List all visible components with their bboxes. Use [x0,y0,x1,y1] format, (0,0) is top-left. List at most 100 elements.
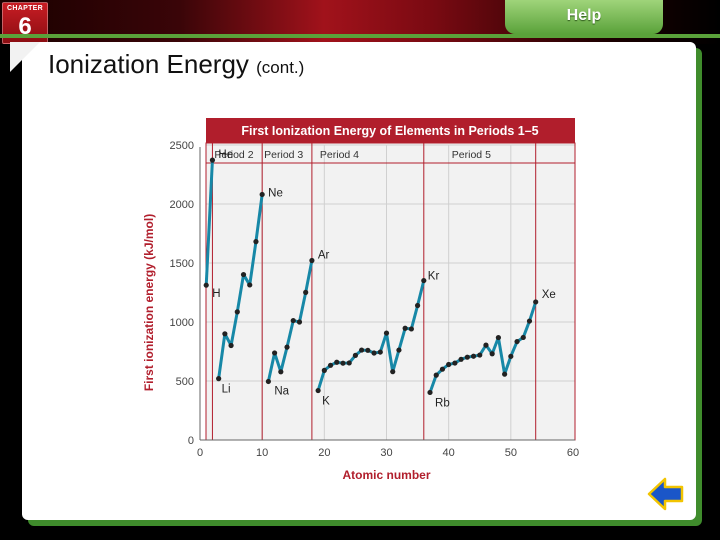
data-point [402,325,408,331]
x-tick-label: 10 [256,447,268,459]
data-point [315,387,321,394]
period-label: Period 3 [264,149,303,161]
axes: 0 500 1000 1500 2000 2500 0 10 20 30 40 50 60 [170,140,580,459]
slide-title: Ionization Energy (cont.) [48,49,304,80]
ionization-energy-chart: First Ionization Energy of Elements in P… [142,118,580,482]
y-tick-label: 2000 [170,199,194,211]
data-point [414,302,421,309]
help-label: Help [566,7,602,24]
y-tick-label: 500 [176,376,194,388]
back-arrow-icon [647,477,684,511]
data-point [303,289,309,295]
data-point [272,350,278,356]
element-label: Xe [542,289,556,301]
x-tick-label: 50 [505,447,517,459]
x-tick-label: 30 [380,447,392,459]
header-divider [0,34,720,38]
series-line [204,160,214,286]
plot-area [206,143,575,440]
x-tick-label: 40 [443,447,455,459]
page-corner [10,42,40,72]
data-point [340,360,346,366]
data-point [253,239,259,245]
data-point [483,342,489,348]
data-point [452,360,458,366]
element-label: Rb [435,397,450,409]
element-label: Ar [318,250,330,262]
data-point [359,347,365,353]
data-point [470,353,477,359]
data-point [365,347,371,353]
chapter-number: 6 [18,13,32,40]
back-button[interactable] [646,474,686,514]
data-point [209,157,216,163]
data-point [321,367,327,373]
data-point [446,361,452,368]
x-axis-label: Atomic number [342,468,430,482]
slide-title-text: Ionization Energy [48,49,249,79]
data-point [489,351,495,357]
data-point [290,317,296,324]
data-point [526,318,533,324]
x-tick-label: 20 [318,447,330,459]
data-point [396,347,402,353]
y-tick-label: 2500 [170,140,194,152]
data-point [433,372,439,378]
y-tick-label: 1500 [170,258,194,270]
chart-title-bar [206,118,575,143]
y-tick-label: 0 [188,435,194,447]
data-point [216,376,222,382]
data-point [222,331,228,337]
element-label: K [322,396,330,408]
data-point [265,378,271,385]
chart-title: First Ionization Energy of Elements in P… [241,124,538,138]
data-point [334,359,340,365]
data-point [240,271,247,278]
data-point [514,338,520,345]
data-point [533,299,539,305]
data-point [296,319,303,325]
data-point [371,350,377,356]
data-point [495,334,501,341]
data-point [346,360,352,366]
x-tick-label: 0 [197,447,203,459]
data-point [203,282,209,288]
data-point [234,309,240,315]
data-series [203,157,539,396]
data-point [383,330,390,336]
element-label: H [212,288,220,300]
period-label: Period 5 [452,149,491,161]
series-line [266,260,314,382]
data-point [464,354,470,360]
data-point [421,277,427,284]
data-point [284,344,290,350]
data-point [408,326,414,332]
chapter-label: CHAPTER [7,5,43,12]
data-point [458,356,464,362]
data-point [390,369,396,375]
period-label: Period 2 [214,149,253,161]
y-tick-label: 1000 [170,317,194,329]
data-point [477,352,483,358]
y-axis-label: First ionization energy (kJ/mol) [142,214,156,391]
element-label: Kr [428,271,440,283]
data-point [427,389,433,396]
period-labels: Period 2 Period 3 Period 4 Period 5 [214,149,491,161]
slide-title-suffix: (cont.) [256,58,305,77]
data-point [439,366,446,372]
element-label: Li [222,384,231,396]
element-label: He [218,149,233,161]
data-point [278,369,284,375]
data-point [259,191,265,198]
data-point [508,353,514,359]
period-label: Period 4 [320,149,359,161]
x-tick-label: 60 [567,447,579,459]
data-point [502,371,508,377]
data-point [309,257,315,264]
data-point [377,349,383,355]
help-button[interactable]: Help [505,0,663,34]
element-labels: H He Li Ne Na Ar K Kr Rb Xe [212,149,556,409]
grid [205,142,576,441]
data-point [327,362,334,368]
data-point [228,342,234,349]
